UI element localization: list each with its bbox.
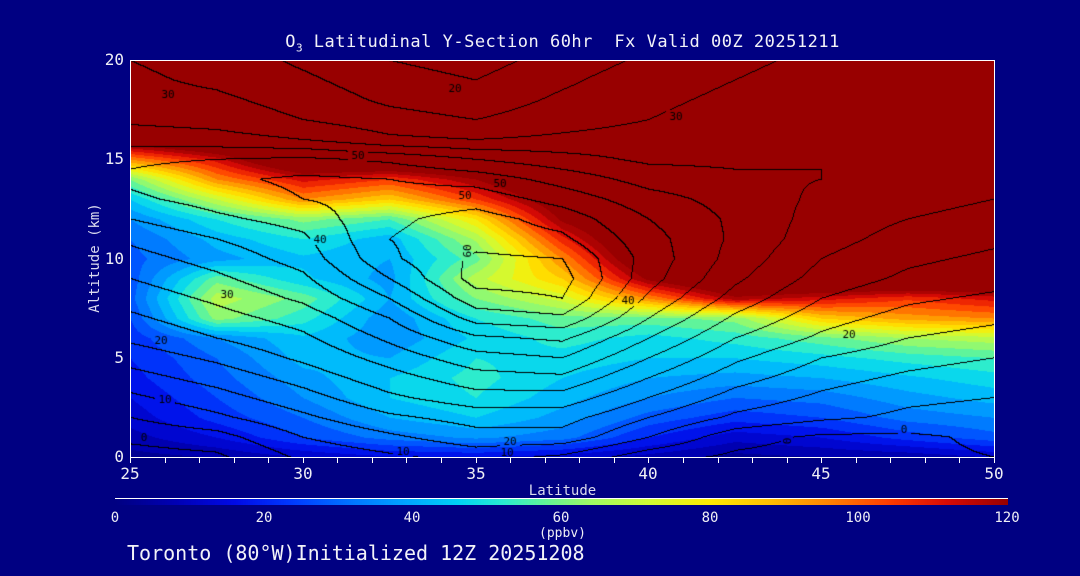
x-tick-mark xyxy=(648,458,649,463)
x-tick-label: 30 xyxy=(293,464,313,483)
x-tick-mark xyxy=(234,458,235,463)
x-tick-mark xyxy=(199,458,200,463)
footer-init-label: Toronto (80°W)Initialized 12Z 20251208 xyxy=(127,541,585,565)
x-axis-title: Latitude xyxy=(528,483,597,499)
x-tick-label: 45 xyxy=(811,464,831,483)
x-tick-mark xyxy=(752,458,753,463)
x-tick-mark xyxy=(856,458,857,463)
x-tick-label: 40 xyxy=(638,464,658,483)
x-tick-mark xyxy=(787,458,788,463)
x-tick-mark xyxy=(579,458,580,463)
x-tick-mark xyxy=(959,458,960,463)
x-tick-mark xyxy=(303,458,304,463)
x-tick-mark xyxy=(994,458,995,463)
colorbar xyxy=(115,498,1008,505)
x-tick-mark xyxy=(890,458,891,463)
x-tick-mark xyxy=(718,458,719,463)
title-subscript: 3 xyxy=(295,41,304,55)
y-tick-label: 15 xyxy=(104,149,124,168)
colorbar-tick-label: 100 xyxy=(845,510,871,526)
colorbar-tick-label: 0 xyxy=(110,510,120,526)
title-main: Latitudinal Y-Section 60hr Fx Valid 00Z … xyxy=(303,32,840,52)
x-tick-mark xyxy=(510,458,511,463)
colorbar-tick-label: 20 xyxy=(255,510,273,526)
y-tick-label: 5 xyxy=(114,348,124,367)
x-tick-mark xyxy=(925,458,926,463)
x-tick-mark xyxy=(821,458,822,463)
x-tick-mark xyxy=(441,458,442,463)
x-tick-mark xyxy=(337,458,338,463)
x-tick-mark xyxy=(130,458,131,463)
x-tick-mark xyxy=(406,458,407,463)
x-tick-mark xyxy=(372,458,373,463)
x-tick-mark xyxy=(165,458,166,463)
colorbar-gradient xyxy=(115,499,1008,505)
chart-title: O3 Latitudinal Y-Section 60hr Fx Valid 0… xyxy=(130,32,995,54)
x-tick-mark xyxy=(683,458,684,463)
colorbar-tick-label: 40 xyxy=(403,510,421,526)
x-tick-label: 50 xyxy=(984,464,1004,483)
colorbar-tick-label: 80 xyxy=(701,510,719,526)
x-tick-label: 25 xyxy=(120,464,140,483)
contour-plot-canvas xyxy=(130,60,995,458)
y-tick-label: 20 xyxy=(104,50,124,69)
title-prefix: O xyxy=(285,32,296,52)
x-tick-mark xyxy=(268,458,269,463)
x-tick-mark xyxy=(476,458,477,463)
y-tick-label: 0 xyxy=(114,447,124,466)
x-tick-mark xyxy=(614,458,615,463)
x-tick-label: 35 xyxy=(466,464,486,483)
y-tick-label: 10 xyxy=(104,249,124,268)
colorbar-tick-label: 120 xyxy=(994,510,1020,526)
colorbar-tick-label: 60 xyxy=(552,510,570,526)
x-tick-mark xyxy=(545,458,546,463)
colorbar-units: (ppbv) xyxy=(539,526,586,541)
